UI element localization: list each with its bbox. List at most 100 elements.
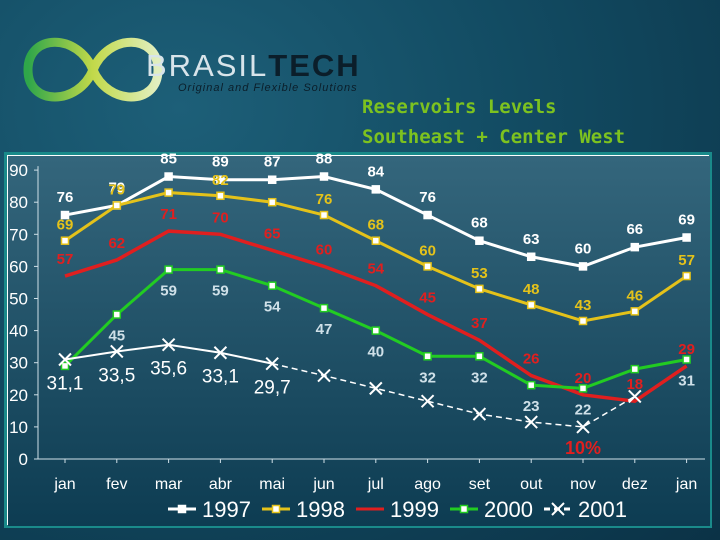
series-1998-marker xyxy=(319,210,329,220)
data-label-1997: 85 xyxy=(160,152,177,168)
series-2000-marker xyxy=(267,281,277,290)
x-tick-label: jan xyxy=(53,476,75,493)
data-label-1999: 70 xyxy=(212,209,229,226)
brand-word2: TECH xyxy=(268,48,361,83)
data-label-1997: 84 xyxy=(367,163,384,180)
series-1998-marker xyxy=(682,271,691,281)
series-2001-marker xyxy=(213,346,228,360)
data-label-1997: 63 xyxy=(523,231,540,248)
brand-tagline: Original and Flexible Solutions xyxy=(178,82,358,94)
data-label-1997: 69 xyxy=(678,212,695,229)
data-label-1999: 29 xyxy=(678,341,695,358)
data-label-2000: 40 xyxy=(367,344,384,361)
data-label-1999: 26 xyxy=(523,351,540,368)
data-label-1999: 45 xyxy=(419,290,436,307)
x-tick-label: nov xyxy=(570,476,596,493)
series-2000-marker xyxy=(423,352,432,361)
legend-label-2001: 2001 xyxy=(578,497,627,522)
chart-title-line1: Reservoirs Levels xyxy=(362,96,557,118)
series-1997-marker xyxy=(216,175,225,184)
y-tick-label: 70 xyxy=(9,225,28,244)
x-tick-label: abr xyxy=(209,476,233,493)
x-tick-label: dez xyxy=(622,476,648,493)
y-tick-label: 30 xyxy=(9,354,28,373)
data-label-2000: 59 xyxy=(212,283,229,300)
data-label-1998: 68 xyxy=(367,217,384,234)
data-label-2001: 31,1 xyxy=(47,373,84,394)
series-1998-marker xyxy=(164,188,173,197)
plot-background xyxy=(8,156,710,526)
series-2000-marker xyxy=(578,384,588,393)
series-1998-marker xyxy=(630,307,640,316)
series-1997-marker xyxy=(526,252,536,262)
series-1997-marker xyxy=(371,185,381,194)
series-2001-marker xyxy=(524,415,538,429)
reservoir-line-chart: 0 10 20 30 40 50 60 70 80 90 jan fev mar abr mai jun jul… xyxy=(8,152,710,526)
x-tick-label: mar xyxy=(155,476,183,493)
series-2000-marker xyxy=(216,265,225,274)
data-label-2000: 32 xyxy=(419,369,436,386)
series-2000-marker xyxy=(682,355,691,364)
data-label-2000: 22 xyxy=(575,401,592,418)
chart-title-line2: Southeast + Center West xyxy=(362,126,626,148)
x-tick-label: set xyxy=(469,476,491,493)
data-label-1999: 71 xyxy=(160,206,177,223)
series-1998-marker xyxy=(578,316,588,326)
data-label-1999: 20 xyxy=(575,370,592,387)
data-label-2000: 23 xyxy=(523,398,540,415)
y-tick-label: 90 xyxy=(9,161,28,180)
legend-label-1997: 1997 xyxy=(202,497,251,522)
series-1997-marker xyxy=(267,175,277,184)
series-1997-marker xyxy=(60,210,70,220)
series-2000-marker xyxy=(319,303,329,313)
series-2001-marker xyxy=(58,352,72,367)
data-label-1997: 68 xyxy=(471,215,488,232)
x-tick-label: mai xyxy=(259,476,285,493)
data-label-1998: 82 xyxy=(212,172,229,189)
data-label-2000: 32 xyxy=(471,369,488,386)
data-label-1999: 60 xyxy=(316,241,333,258)
series-2000-marker xyxy=(371,326,381,335)
series-1998-marker xyxy=(216,191,225,201)
series-2001-marker xyxy=(317,368,331,383)
x-tick-label: jan xyxy=(675,476,697,493)
brand-name: BRASILTECH xyxy=(146,48,361,84)
data-label-1998: 43 xyxy=(575,297,592,314)
legend-marker-1998 xyxy=(271,504,281,514)
series-2000-marker xyxy=(164,265,173,274)
data-label-1999: 54 xyxy=(367,261,384,278)
series-1997-marker xyxy=(423,210,432,220)
data-label-1999: 65 xyxy=(264,225,281,242)
series-2000-marker xyxy=(60,361,70,371)
data-label-1997: 66 xyxy=(626,221,643,238)
data-label-1997: 89 xyxy=(212,154,229,171)
data-label-1998: 46 xyxy=(626,287,643,304)
data-label-2000: 47 xyxy=(316,321,333,338)
series-1997-marker xyxy=(319,172,329,181)
data-label-2001: 29,7 xyxy=(254,378,291,399)
x-tick-label: jun xyxy=(312,476,334,493)
legend-marker-1997 xyxy=(177,504,187,514)
y-tick-label: 80 xyxy=(9,193,28,212)
y-tick-label: 50 xyxy=(9,290,28,309)
series-2001-marker xyxy=(628,389,642,404)
y-tick-label: 0 xyxy=(19,450,28,469)
series-1998-marker xyxy=(112,201,122,210)
x-tick-label: ago xyxy=(414,476,441,493)
legend-marker-2000 xyxy=(459,504,469,514)
data-label-2000: 45 xyxy=(108,328,125,345)
data-label-1997: 60 xyxy=(575,240,592,257)
data-label-1999: 62 xyxy=(108,235,125,252)
data-label-1998: 79 xyxy=(108,181,125,198)
series-2001-marker xyxy=(265,356,279,371)
data-label-1998: 60 xyxy=(419,242,436,259)
series-2001-marker xyxy=(576,420,590,434)
data-label-1997: 87 xyxy=(264,154,281,171)
series-2001-marker xyxy=(161,338,176,352)
series-1998-marker xyxy=(526,300,536,310)
series-2000-marker xyxy=(112,310,122,319)
series-2001-marker xyxy=(110,344,124,359)
data-label-1997: 76 xyxy=(57,189,74,206)
series-1997-marker xyxy=(630,242,640,252)
data-label-1998: 48 xyxy=(523,281,540,298)
